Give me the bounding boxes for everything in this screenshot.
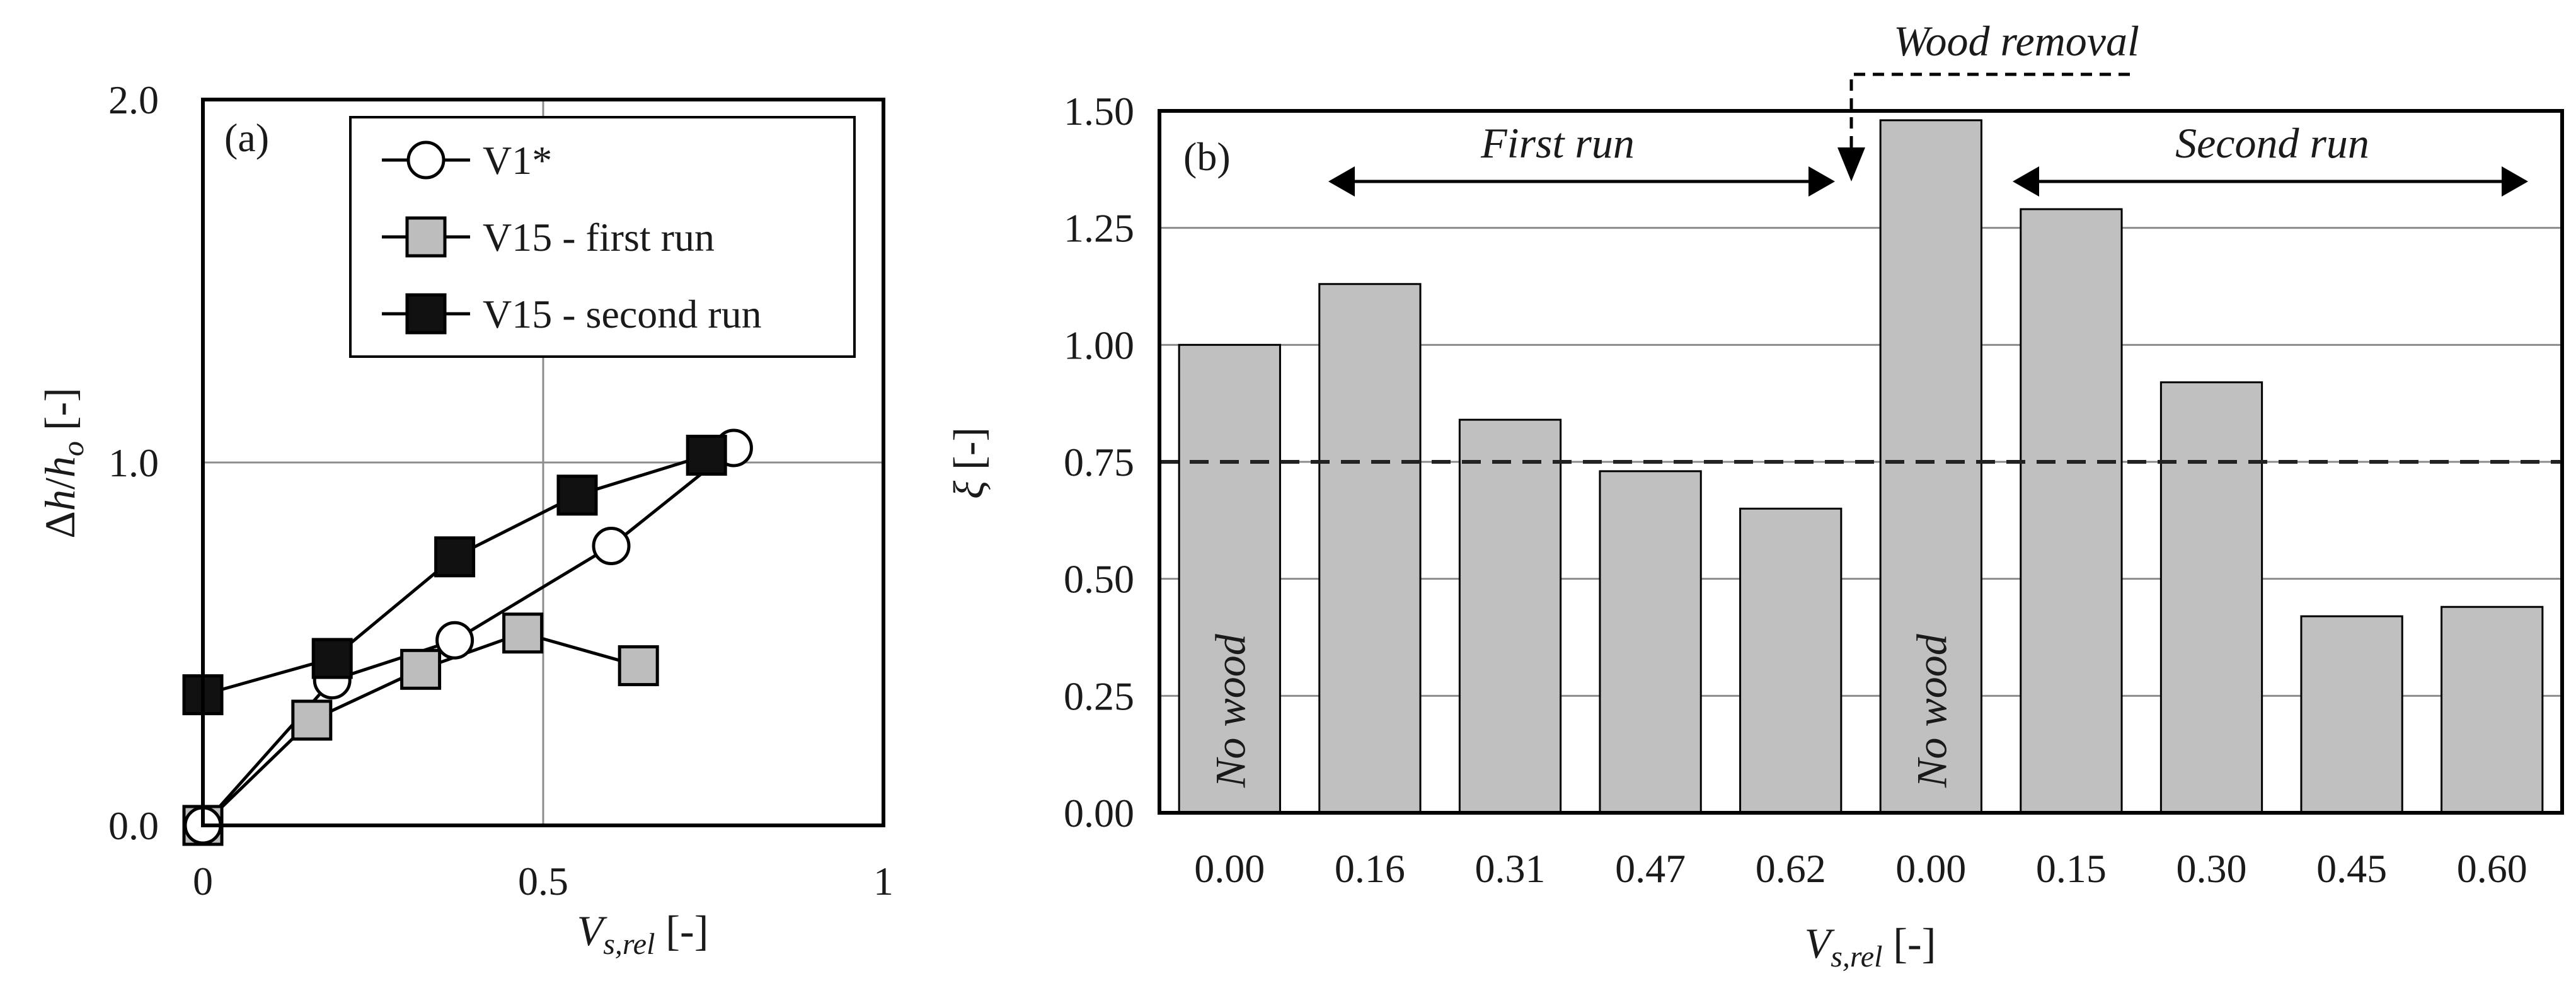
chart-b-x-tick-label-9: 0.60 bbox=[2457, 846, 2527, 891]
chart-a-point-s1-1 bbox=[291, 699, 333, 741]
chart-a-legend-label-1: V15 - first run bbox=[483, 215, 715, 260]
chart-b-y-tick-label-2: 0.50 bbox=[1064, 557, 1134, 602]
chart-b-y-tick-label-1: 0.25 bbox=[1064, 674, 1134, 718]
chart-a-x-tick-label-1: 0.5 bbox=[518, 859, 568, 904]
chart-b-x-tick-label-8: 0.45 bbox=[2316, 846, 2387, 891]
chart-b-plot-frame bbox=[1158, 109, 2564, 815]
chart-a-point-s2-2 bbox=[434, 536, 476, 578]
chart-a-x-tick-label-2: 1 bbox=[873, 859, 894, 904]
chart-a-panel-label: (a) bbox=[224, 115, 269, 160]
first-run-arrow-right-head bbox=[1808, 166, 1835, 197]
chart-a-y-axis-title: Δh/ho [-] bbox=[36, 387, 90, 539]
chart-b-panel-label: (b) bbox=[1183, 134, 1231, 179]
chart-b-x-tick-label-2: 0.31 bbox=[1475, 846, 1546, 891]
chart-a-markers bbox=[182, 428, 753, 846]
chart-b-x-tick-label-4: 0.62 bbox=[1756, 846, 1826, 891]
chart-b-bar-7 bbox=[2159, 381, 2263, 814]
chart-b-x-tick-label-7: 0.30 bbox=[2176, 846, 2247, 891]
chart-b-bar-4 bbox=[1739, 507, 1843, 814]
chart-b-y-axis-title: ξ [-] bbox=[945, 427, 992, 499]
chart-b-x-tick-label-5: 0.00 bbox=[1895, 846, 1966, 891]
chart-b-y-tick-label-5: 1.25 bbox=[1064, 206, 1134, 251]
chart-a-point-s2-4 bbox=[686, 434, 727, 476]
chart-a-y-tick-label-2: 2.0 bbox=[108, 77, 159, 122]
chart-a-point-s0-2 bbox=[435, 621, 474, 660]
chart-b-y-tick-label-3: 0.75 bbox=[1064, 440, 1134, 485]
first-run-label: First run bbox=[1480, 119, 1635, 167]
second-run-arrow-left-head bbox=[2013, 166, 2039, 197]
chart-b-bar-9 bbox=[2441, 606, 2544, 814]
second-run-annotation: Second run bbox=[2013, 119, 2528, 197]
second-run-arrow-right-head bbox=[2502, 166, 2528, 197]
wood-removal-label: Wood removal bbox=[1894, 17, 2139, 65]
chart-b-y-tick-label-6: 1.50 bbox=[1064, 89, 1134, 134]
first-run-annotation: First run bbox=[1328, 119, 1835, 197]
chart-a-legend-label-0: V1* bbox=[483, 138, 552, 183]
chart-b-x-tick-label-3: 0.47 bbox=[1615, 846, 1686, 891]
chart-a-legend-marker-1 bbox=[405, 216, 447, 258]
chart-a-point-s2-3 bbox=[556, 474, 598, 516]
chart-a-y-tick-label-1: 1.0 bbox=[108, 440, 159, 485]
wood-removal-bracket bbox=[1849, 72, 2136, 147]
chart-a: 0 0.5 1 0.0 1.0 2.0 (a) V1* V15 - first run V15… bbox=[36, 77, 894, 961]
chart-b-tick-labels: 0.00 0.16 0.31 0.47 0.62 0.00 0.15 0.30 0.45 0.60… bbox=[1064, 89, 2527, 891]
chart-b-bars bbox=[1178, 119, 2544, 814]
chart-a-point-s1-4 bbox=[618, 645, 659, 687]
chart-a-tick-labels: 0 0.5 1 0.0 1.0 2.0 bbox=[108, 77, 894, 904]
chart-b-bar-6 bbox=[2020, 208, 2123, 814]
second-run-label: Second run bbox=[2175, 119, 2369, 167]
wood-removal-arrow-head bbox=[1837, 147, 1865, 181]
chart-b-bar-8 bbox=[2300, 615, 2403, 814]
first-run-arrow-left-head bbox=[1328, 166, 1355, 197]
chart-a-x-tick-label-0: 0 bbox=[193, 859, 213, 904]
chart-b-bar-1 bbox=[1318, 283, 1422, 814]
chart-b: 0.00 0.16 0.31 0.47 0.62 0.00 0.15 0.30 0.45 0.60… bbox=[945, 17, 2564, 973]
chart-a-point-s0-3 bbox=[592, 526, 631, 565]
chart-b-x-tick-label-6: 0.15 bbox=[2036, 846, 2107, 891]
chart-a-y-tick-label-0: 0.0 bbox=[108, 803, 159, 848]
chart-b-bar-3 bbox=[1599, 470, 1702, 814]
chart-a-plot-frame bbox=[201, 98, 885, 827]
chart-b-bar-2 bbox=[1458, 418, 1562, 814]
chart-b-x-tick-label-0: 0.00 bbox=[1194, 846, 1265, 891]
chart-b-bar-0 bbox=[1178, 343, 1281, 814]
chart-a-legend-label-2: V15 - second run bbox=[483, 292, 762, 336]
chart-b-y-tick-label-4: 1.00 bbox=[1064, 323, 1134, 367]
chart-b-bar-label-0: No wood bbox=[1206, 633, 1254, 788]
chart-a-legend-marker-2 bbox=[405, 293, 447, 335]
chart-a-point-s1-2 bbox=[400, 648, 442, 690]
chart-a-point-s1-3 bbox=[502, 612, 544, 654]
chart-b-x-tick-label-1: 0.16 bbox=[1335, 846, 1405, 891]
chart-a-x-axis-title: Vs,rel [-] bbox=[577, 907, 709, 961]
chart-b-y-tick-label-0: 0.00 bbox=[1064, 791, 1134, 835]
chart-a-legend: V1* V15 - first run V15 - second run bbox=[349, 116, 856, 358]
chart-a-legend-marker-0 bbox=[406, 141, 446, 180]
chart-b-bar-labels: No wood No wood bbox=[1206, 633, 1955, 788]
chart-a-point-s2-1 bbox=[311, 638, 353, 679]
wood-removal-annotation: Wood removal bbox=[1837, 17, 2139, 181]
chart-b-bar-label-1: No wood bbox=[1907, 633, 1955, 788]
chart-b-x-axis-title: Vs,rel [-] bbox=[1805, 919, 1936, 973]
chart-b-bar-5 bbox=[1879, 119, 1982, 814]
